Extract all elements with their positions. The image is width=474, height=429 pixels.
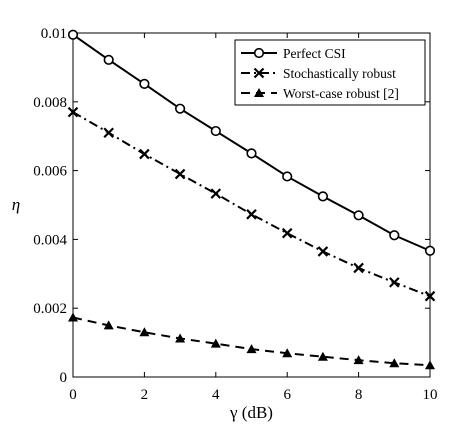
x-marker-stroke: [353, 262, 364, 274]
x-axis-label: γ (dB): [229, 403, 273, 422]
series-line: [72, 316, 431, 367]
y-tick-label: 0.006: [33, 164, 67, 180]
circle-marker: [67, 29, 79, 40]
y-tick-label: 0.002: [33, 301, 67, 317]
circle-marker: [210, 125, 221, 137]
legend-label: Worst-case robust [2]: [283, 86, 399, 101]
series-2: [67, 106, 436, 302]
legend: Perfect CSI Stochastically robust Worst-ca…: [234, 39, 426, 106]
axes: 0 2 4 6 8 10 0 0.002 0.004 0.006 0.008 0.01: [33, 26, 437, 403]
y-tick-label: 0.004: [33, 232, 67, 248]
x-marker-stroke: [317, 246, 329, 257]
triangle-marker: [210, 338, 221, 348]
triangle-marker: [246, 344, 257, 354]
series-line: [72, 111, 431, 298]
circle-marker: [246, 148, 257, 159]
triangle-marker: [389, 358, 400, 368]
triangle-marker: [68, 312, 78, 322]
legend-label: Stochastically robust: [283, 66, 396, 81]
triangle-marker: [282, 348, 293, 358]
circle-marker: [282, 171, 293, 182]
circle-marker: [389, 230, 400, 241]
x-marker: [253, 67, 265, 79]
y-tick-label: 0: [60, 370, 68, 386]
x-marker: [246, 209, 257, 220]
x-tick-label: 6: [283, 387, 291, 403]
series-1: [67, 29, 436, 256]
x-marker: [424, 290, 436, 302]
triangle-marker: [353, 355, 364, 365]
circle-marker: [424, 245, 436, 256]
x-tick-label: 10: [423, 387, 438, 403]
x-marker: [281, 227, 293, 239]
y-tick-label: 0.008: [33, 95, 67, 111]
x-marker: [174, 168, 186, 180]
triangle-marker: [175, 333, 186, 343]
triangle-marker: [254, 88, 264, 97]
triangle-marker: [103, 320, 114, 330]
x-marker: [139, 148, 150, 160]
circle-marker: [353, 210, 364, 221]
x-tick-label: 0: [69, 387, 77, 403]
circle-marker: [103, 54, 114, 65]
y-tick-label: 0.01: [41, 26, 67, 42]
x-marker: [67, 106, 79, 118]
x-marker: [353, 262, 364, 274]
x-marker: [389, 277, 400, 288]
y-axis-label: η: [12, 195, 20, 214]
x-tick-label: 4: [212, 387, 220, 403]
circle-marker: [139, 78, 150, 90]
circle-marker: [175, 103, 186, 114]
x-marker-stroke: [246, 209, 257, 220]
triangle-marker: [425, 360, 435, 370]
x-marker-stroke: [174, 168, 186, 180]
x-marker-stroke: [103, 127, 114, 139]
series-layer: [67, 29, 436, 370]
x-marker-stroke: [253, 67, 265, 79]
circle-marker: [253, 47, 265, 59]
x-marker-stroke: [389, 277, 400, 288]
x-marker: [317, 246, 329, 257]
legend-label: Perfect CSI: [283, 46, 346, 61]
x-tick-label: 2: [141, 387, 149, 403]
series-3: [68, 312, 435, 370]
triangle-marker: [139, 327, 150, 337]
x-marker-stroke: [424, 290, 436, 302]
x-marker: [210, 188, 222, 199]
x-marker: [103, 127, 114, 139]
plot-frame: [72, 32, 431, 378]
triangle-marker: [317, 351, 328, 361]
x-marker-stroke: [67, 106, 79, 118]
x-marker-stroke: [281, 227, 293, 239]
circle-marker: [317, 191, 329, 202]
x-marker-stroke: [139, 148, 150, 160]
x-marker-stroke: [210, 188, 222, 199]
x-tick-label: 8: [355, 387, 363, 403]
